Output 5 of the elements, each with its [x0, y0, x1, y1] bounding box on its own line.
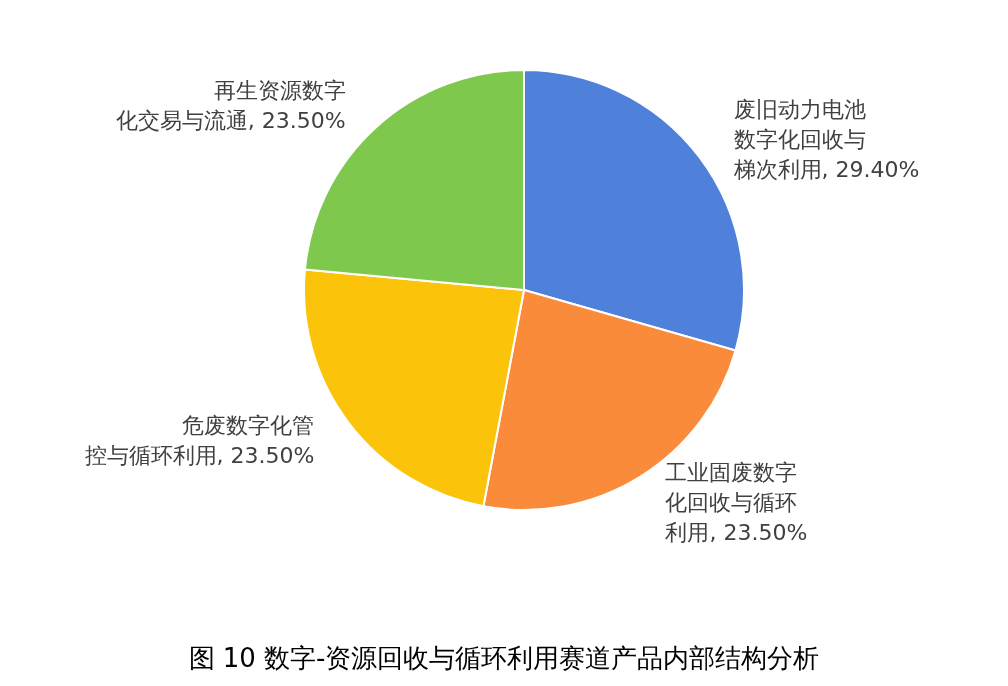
slice-label: 工业固废数字化回收与循环利用, 23.50%: [665, 460, 808, 546]
slice-label: 危废数字化管控与循环利用, 23.50%: [84, 413, 315, 469]
slice-label: 废旧动力电池数字化回收与梯次利用, 29.40%: [732, 96, 920, 182]
slice-label: 再生资源数字化交易与流通, 23.50%: [115, 77, 346, 133]
text: 图 10 数字-资源回收与循环利用赛道产品内部结构分析: [188, 643, 820, 673]
